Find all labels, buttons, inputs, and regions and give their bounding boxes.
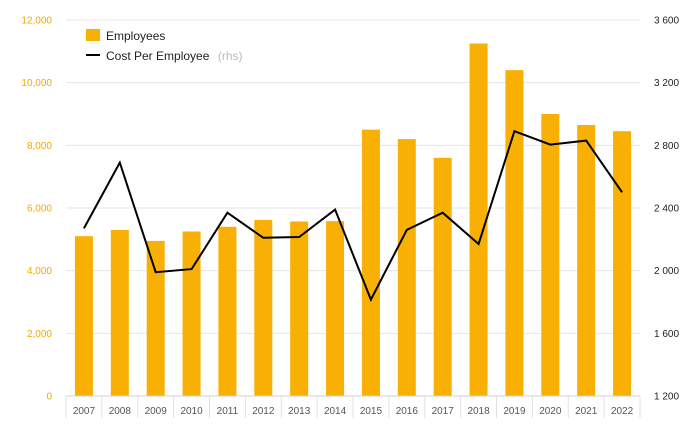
y-right-tick-label: 2 000 [654,266,679,277]
legend-label-rhs-suffix: (rhs) [218,49,243,63]
x-tick-label: 2009 [145,406,168,417]
employees-bar [182,231,201,396]
legend-label-employees: Employees [106,29,165,43]
employees-bar [613,131,632,396]
x-tick-label: 2010 [180,406,203,417]
x-tick-label: 2016 [396,406,419,417]
employees-bar [218,226,237,396]
y-right-tick-label: 2 400 [654,204,679,215]
employees-bar [326,221,345,396]
y-right-tick-label: 1 200 [654,392,679,403]
x-tick-label: 2014 [324,406,347,417]
x-tick-label: 2020 [539,406,562,417]
y-right-tick-label: 3 600 [654,16,679,27]
legend-swatch-employees [86,29,100,41]
x-tick-label: 2012 [252,406,275,417]
y-right-tick-label: 3 200 [654,78,679,89]
x-tick-label: 2013 [288,406,311,417]
legend-label-cost-per-employee: Cost Per Employee (rhs) [106,47,243,64]
x-tick-label: 2015 [360,406,383,417]
y-right-tick-label: 2 800 [654,141,679,152]
employees-bar [146,240,165,396]
y-left-tick-label: 10,000 [21,78,52,89]
legend: Employees Cost Per Employee (rhs) [86,29,243,64]
employees-bar [110,229,129,396]
y-right-tick-label: 1 600 [654,329,679,340]
employees-bar [290,221,309,396]
x-tick-label: 2007 [73,406,96,417]
y-left-tick-label: 6,000 [27,204,52,215]
employees-bar [361,129,380,396]
y-left-tick-label: 12,000 [21,16,52,27]
y-left-tick-label: 0 [46,392,52,403]
employees-bar [397,139,416,397]
x-tick-label: 2011 [217,406,239,417]
x-tick-label: 2022 [611,406,634,417]
cost-per-employee-line [83,129,623,303]
employees-bar [254,219,273,396]
axes: 0 2,000 4,000 6,000 8,000 10,000 12,000 1 200 1 … [21,16,679,418]
x-tick-label: 2018 [467,406,490,417]
employees-bar [433,157,452,396]
employees-bars [74,43,632,397]
y-left-tick-label: 8,000 [27,141,52,152]
employees-bar [541,114,560,396]
y-left-tick-label: 2,000 [27,329,52,340]
x-tick-label: 2021 [575,406,598,417]
cost-per-employee-line-group [83,129,623,303]
employees-bar [577,124,596,396]
x-tick-label: 2017 [432,406,455,417]
employees-bar [74,236,93,396]
legend-label-cost-text: Cost Per Employee [106,49,210,63]
x-tick-label: 2019 [503,406,526,417]
employees-bar [469,43,488,396]
y-left-tick-label: 4,000 [27,266,52,277]
x-tick-label: 2008 [109,406,132,417]
employees-bar [505,70,524,396]
